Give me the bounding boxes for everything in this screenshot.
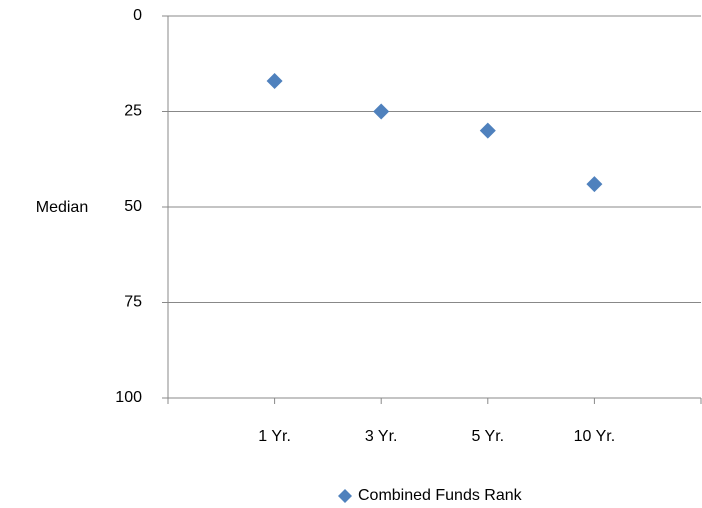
marker xyxy=(586,176,603,193)
y-tick-label: 50 xyxy=(124,198,142,215)
x-tick-label: 1 Yr. xyxy=(258,428,291,445)
legend-label: Combined Funds Rank xyxy=(358,487,523,504)
legend-marker xyxy=(338,489,352,503)
y-axis-label: Median xyxy=(36,199,88,216)
x-tick-label: 3 Yr. xyxy=(365,428,398,445)
marker xyxy=(266,72,283,89)
y-tick-label: 75 xyxy=(124,294,142,311)
y-tick-label: 25 xyxy=(124,103,142,120)
marker xyxy=(373,103,390,120)
x-tick-label: 10 Yr. xyxy=(574,428,616,445)
x-tick-label: 5 Yr. xyxy=(471,428,504,445)
marker xyxy=(479,122,496,139)
y-tick-label: 100 xyxy=(115,389,142,406)
y-tick-label: 0 xyxy=(133,7,142,24)
